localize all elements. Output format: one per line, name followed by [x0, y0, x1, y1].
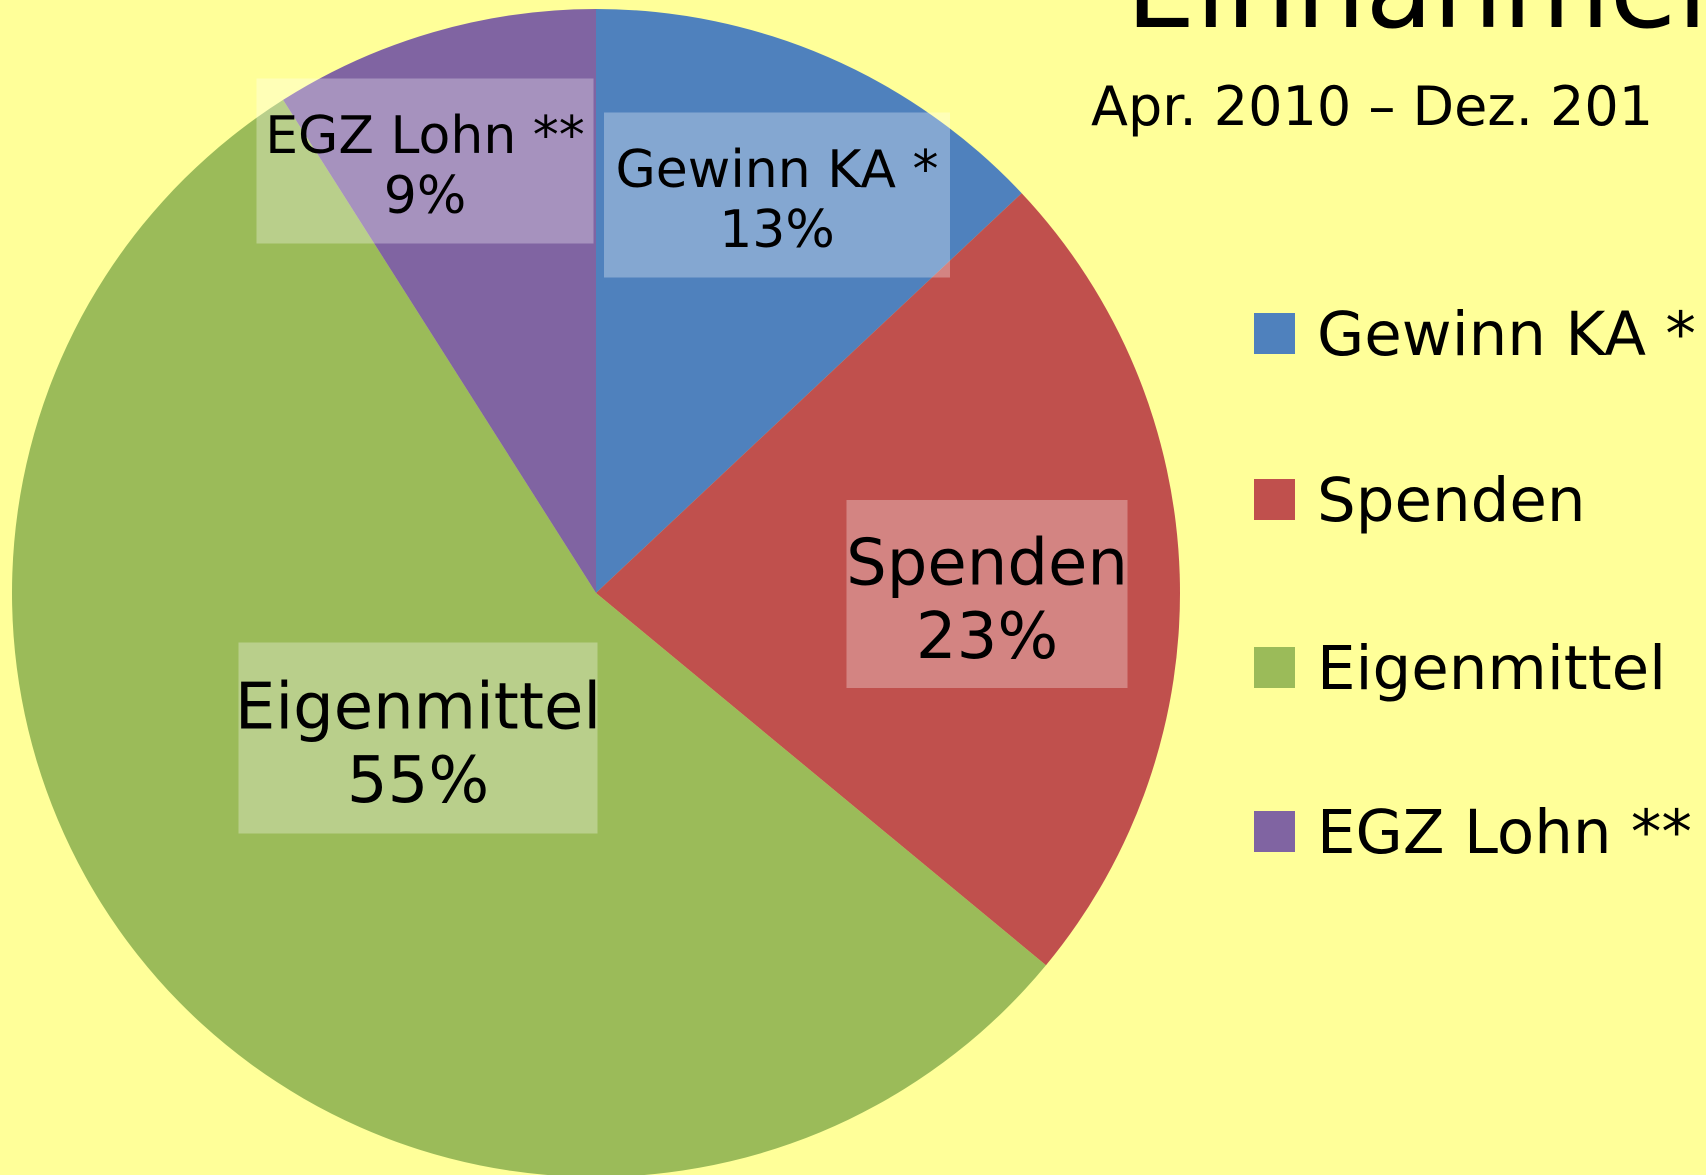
data-label-category: Spenden: [846, 526, 1128, 600]
chart-title: Einnahmen: [1126, 0, 1706, 53]
data-label-box: [604, 112, 950, 278]
legend-label: Spenden: [1317, 465, 1586, 536]
legend-label: EGZ Lohn **: [1317, 797, 1692, 868]
pie-slice: [596, 193, 1180, 966]
data-label-value: 23%: [916, 600, 1058, 674]
data-label-category: Eigenmittel: [235, 670, 601, 744]
pie-slice: [12, 99, 1046, 1175]
data-label-box: [238, 642, 598, 834]
legend-swatch: [1254, 479, 1295, 520]
data-label-box: [256, 78, 594, 244]
data-label-category: EGZ Lohn **: [265, 106, 585, 166]
legend: Gewinn KA * Spenden Eigenmittel EGZ Lohn **: [1254, 299, 1696, 868]
data-label-value: 13%: [719, 200, 835, 260]
data-label-value: 55%: [347, 744, 489, 818]
legend-swatch: [1254, 313, 1295, 354]
legend-label: Eigenmittel: [1317, 633, 1666, 704]
data-label-box: [846, 500, 1128, 688]
pie-slice: [283, 9, 596, 593]
pie: [12, 9, 1180, 1175]
data-label-category: Gewinn KA *: [616, 140, 939, 200]
chart-subtitle: Apr. 2010 – Dez. 201: [1091, 75, 1653, 138]
legend-swatch: [1254, 811, 1295, 852]
data-label-value: 9%: [384, 166, 467, 226]
pie-slice: [596, 9, 1022, 593]
legend-swatch: [1254, 647, 1295, 688]
legend-label: Gewinn KA *: [1317, 299, 1696, 370]
